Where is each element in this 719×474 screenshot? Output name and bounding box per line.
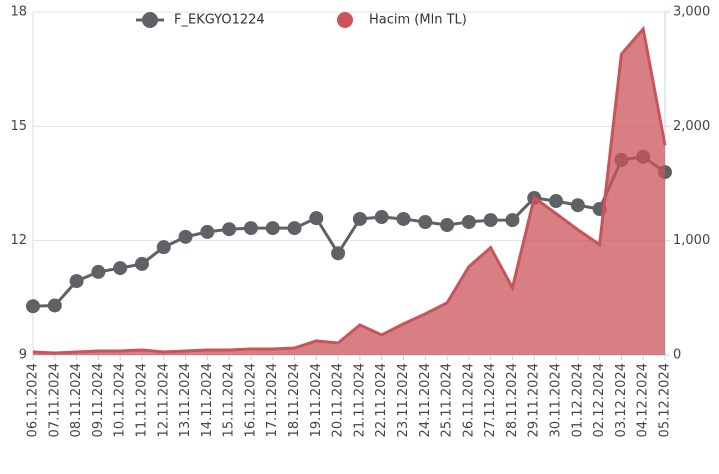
x-tick-label: 24.11.2024 <box>418 363 433 437</box>
marker <box>483 213 498 228</box>
x-tick-label: 04.12.2024 <box>636 363 651 437</box>
y2-tick-label: 1,000 <box>673 233 710 248</box>
x-tick-label: 05.12.2024 <box>658 363 673 437</box>
y2-tick-label: 2,000 <box>673 119 710 134</box>
marker <box>352 211 367 226</box>
marker <box>178 229 193 244</box>
marker <box>570 198 585 213</box>
marker <box>418 214 433 229</box>
marker <box>200 224 215 239</box>
x-tick-label: 19.11.2024 <box>309 363 324 437</box>
legend-marker <box>337 12 353 28</box>
x-tick-label: 26.11.2024 <box>461 363 476 437</box>
marker <box>461 214 476 229</box>
y-tick-label: 9 <box>19 348 27 363</box>
marker <box>26 299 40 314</box>
x-tick-label: 25.11.2024 <box>440 363 455 437</box>
marker <box>69 274 84 289</box>
y2-tick-label: 3,000 <box>673 5 710 20</box>
x-tick-label: 28.11.2024 <box>505 363 520 437</box>
x-tick-label: 07.11.2024 <box>47 363 62 437</box>
x-tick-label: 30.11.2024 <box>549 363 564 437</box>
x-tick-label: 21.11.2024 <box>352 363 367 437</box>
marker <box>549 194 564 209</box>
marker <box>222 222 237 237</box>
x-tick-label: 18.11.2024 <box>287 363 302 437</box>
y-tick-label: 15 <box>10 119 27 134</box>
x-tick-label: 12.11.2024 <box>156 363 171 437</box>
marker <box>156 240 171 255</box>
x-tick-label: 20.11.2024 <box>331 363 346 437</box>
legend-label: Hacim (Mln TL) <box>369 13 467 28</box>
x-tick-label: 23.11.2024 <box>396 363 411 437</box>
marker <box>309 211 324 226</box>
marker <box>287 221 302 236</box>
x-tick-label: 29.11.2024 <box>527 363 542 437</box>
x-tick-label: 22.11.2024 <box>374 363 389 437</box>
x-tick-label: 15.11.2024 <box>222 363 237 437</box>
x-tick-label: 06.11.2024 <box>26 363 41 437</box>
marker <box>374 210 389 225</box>
marker <box>47 298 62 313</box>
area <box>33 29 665 355</box>
x-tick-label: 03.12.2024 <box>614 363 629 437</box>
y-tick-label: 18 <box>10 5 27 20</box>
area-line <box>32 25 667 355</box>
marker <box>134 256 149 271</box>
x-tick-label: 09.11.2024 <box>91 363 106 437</box>
x-tick-label: 13.11.2024 <box>178 363 193 437</box>
x-tick-label: 17.11.2024 <box>265 363 280 437</box>
x-tick-label: 27.11.2024 <box>483 363 498 437</box>
marker <box>396 211 411 226</box>
x-tick-label: 10.11.2024 <box>113 363 128 437</box>
y2-tick-label: 0 <box>673 348 681 363</box>
marker <box>113 261 128 276</box>
x-tick-label: 02.12.2024 <box>592 363 607 437</box>
marker <box>331 246 346 261</box>
x-tick-label: 11.11.2024 <box>134 363 149 437</box>
marker <box>243 221 258 236</box>
x-tick-label: 16.11.2024 <box>243 363 258 437</box>
marker <box>265 221 280 236</box>
x-tick-label: 14.11.2024 <box>200 363 215 437</box>
marker <box>91 264 106 279</box>
marker <box>440 218 455 233</box>
x-tick-label: 08.11.2024 <box>69 363 84 437</box>
legend-marker <box>142 12 158 28</box>
x-tick-label: 01.12.2024 <box>570 363 585 437</box>
y-tick-label: 12 <box>10 233 27 248</box>
legend-label: F_EKGYO1224 <box>174 13 265 28</box>
marker <box>505 213 520 228</box>
